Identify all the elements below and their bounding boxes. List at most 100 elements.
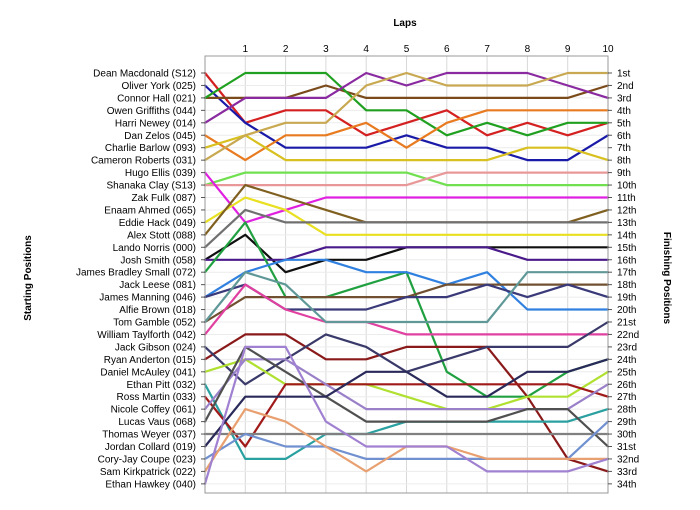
starting-label: Ross Martin (033) — [117, 392, 196, 403]
finishing-label: 6th — [617, 131, 631, 142]
finishing-label: 7th — [617, 143, 631, 154]
series-line-1 — [203, 71, 610, 137]
starting-label: Cameron Roberts (031) — [91, 156, 196, 167]
starting-label: Oliver York (025) — [122, 81, 196, 92]
starting-label: Jack Gibson (024) — [115, 342, 196, 353]
series-line-31 — [203, 358, 610, 448]
finishing-label: 13th — [617, 218, 636, 229]
finishing-label: 18th — [617, 280, 636, 291]
series-line-8 — [203, 71, 610, 162]
starting-label: Eddie Hack (049) — [119, 218, 196, 229]
starting-label: Dean Macdonald (S12) — [93, 69, 196, 80]
starting-label: Dan Zelos (045) — [124, 131, 196, 142]
series-line-5 — [203, 71, 610, 124]
x-tick-label: 5 — [404, 44, 410, 55]
x-tick-label: 9 — [565, 44, 571, 55]
finishing-label: 24th — [617, 355, 636, 366]
starting-label: Enaam Ahmed (065) — [104, 205, 196, 216]
finishing-label: 16th — [617, 255, 636, 266]
x-tick-label: 6 — [444, 44, 450, 55]
x-tick-label: 4 — [363, 44, 369, 55]
x-tick-labels: 1 2 3 4 5 6 7 8 9 10 — [243, 44, 614, 55]
starting-label: Josh Smith (058) — [120, 255, 196, 266]
starting-label: Zak Fulk (087) — [132, 193, 196, 204]
starting-label: Thomas Weyer (037) — [102, 430, 196, 441]
series-line-4 — [203, 71, 610, 137]
starting-label: Tom Gamble (052) — [113, 318, 196, 329]
finishing-label: 29th — [617, 417, 636, 428]
starting-label: Daniel McAuley (041) — [100, 367, 196, 378]
finishing-label: 4th — [617, 106, 631, 117]
plot-border — [204, 55, 609, 494]
series-line-34 — [203, 345, 610, 485]
finishing-label: 23rd — [617, 342, 637, 353]
starting-label: James Manning (046) — [99, 293, 196, 304]
x-tick-label: 7 — [484, 44, 490, 55]
series-line-29 — [203, 345, 610, 448]
finishing-label: 27th — [617, 392, 636, 403]
finishing-label: 8th — [617, 156, 631, 167]
finishing-label: 30th — [617, 430, 636, 441]
starting-label: Sam Kirkpatrick (022) — [100, 467, 196, 478]
finishing-label: 10th — [617, 181, 636, 192]
series-line-2 — [203, 84, 610, 162]
series-line-22 — [203, 271, 610, 324]
finishing-label: 15th — [617, 243, 636, 254]
finishing-label: 21st — [617, 318, 636, 329]
finishing-label: 2nd — [617, 81, 634, 92]
x-tick-label: 1 — [243, 44, 249, 55]
starting-label: Ryan Anderton (015) — [104, 355, 196, 366]
finishing-label: 26th — [617, 380, 636, 391]
starting-label: Ethan Hawkey (040) — [105, 479, 196, 490]
finishing-label: 34th — [617, 479, 636, 490]
starting-label: James Bradley Small (072) — [76, 268, 196, 279]
series-lines — [203, 71, 610, 485]
finishing-label: 12th — [617, 205, 636, 216]
x-axis-title: Laps — [393, 18, 417, 29]
finishing-label: 22nd — [617, 330, 639, 341]
series-line-18 — [203, 258, 610, 311]
series-line-14 — [203, 208, 610, 249]
left-axis-title: Starting Positions — [23, 235, 34, 321]
series-line-23 — [203, 333, 610, 473]
finishing-label: 20th — [617, 305, 636, 316]
starting-label: Harri Newey (014) — [115, 118, 196, 129]
series-line-10 — [203, 171, 610, 187]
finishing-label: 33rd — [617, 467, 637, 478]
series-line-6 — [203, 109, 610, 162]
series-line-7 — [203, 134, 610, 162]
finishing-label: 3rd — [617, 93, 631, 104]
series-line-9 — [203, 171, 610, 187]
finishing-label: 11th — [617, 193, 636, 204]
starting-label: Lando Norris (000) — [113, 243, 196, 254]
series-line-25 — [203, 358, 610, 411]
x-tick-label: 3 — [323, 44, 329, 55]
series-line-12 — [203, 196, 610, 236]
starting-label: Owen Griffiths (044) — [107, 106, 196, 117]
starting-label: Charlie Barlow (093) — [105, 143, 196, 154]
starting-label: Alex Stott (088) — [127, 230, 196, 241]
finishing-label: 9th — [617, 168, 631, 179]
right-axis-title: Finishing Positions — [661, 232, 672, 325]
finishing-label: 14th — [617, 230, 636, 241]
finishing-label: 5th — [617, 118, 631, 129]
x-tick-label: 8 — [525, 44, 531, 55]
finishing-label: 1st — [617, 69, 631, 80]
finishing-label: 28th — [617, 405, 636, 416]
starting-label: Alfie Brown (018) — [119, 305, 196, 316]
finishing-label: 19th — [617, 293, 636, 304]
starting-label: Ethan Pitt (032) — [127, 380, 196, 391]
starting-label: Connor Hall (021) — [117, 93, 196, 104]
series-line-11 — [203, 171, 610, 224]
series-line-16 — [203, 246, 610, 261]
starting-label: William Taylforth (042) — [97, 330, 196, 341]
starting-label: Shanaka Clay (S13) — [107, 181, 197, 192]
finishing-label: 17th — [617, 268, 636, 279]
series-line-21 — [203, 283, 610, 336]
finishing-label: 32nd — [617, 454, 639, 465]
finishing-label: 31st — [617, 442, 636, 453]
x-tick-label: 10 — [602, 44, 614, 55]
starting-label: Nicole Coffey (061) — [111, 405, 196, 416]
